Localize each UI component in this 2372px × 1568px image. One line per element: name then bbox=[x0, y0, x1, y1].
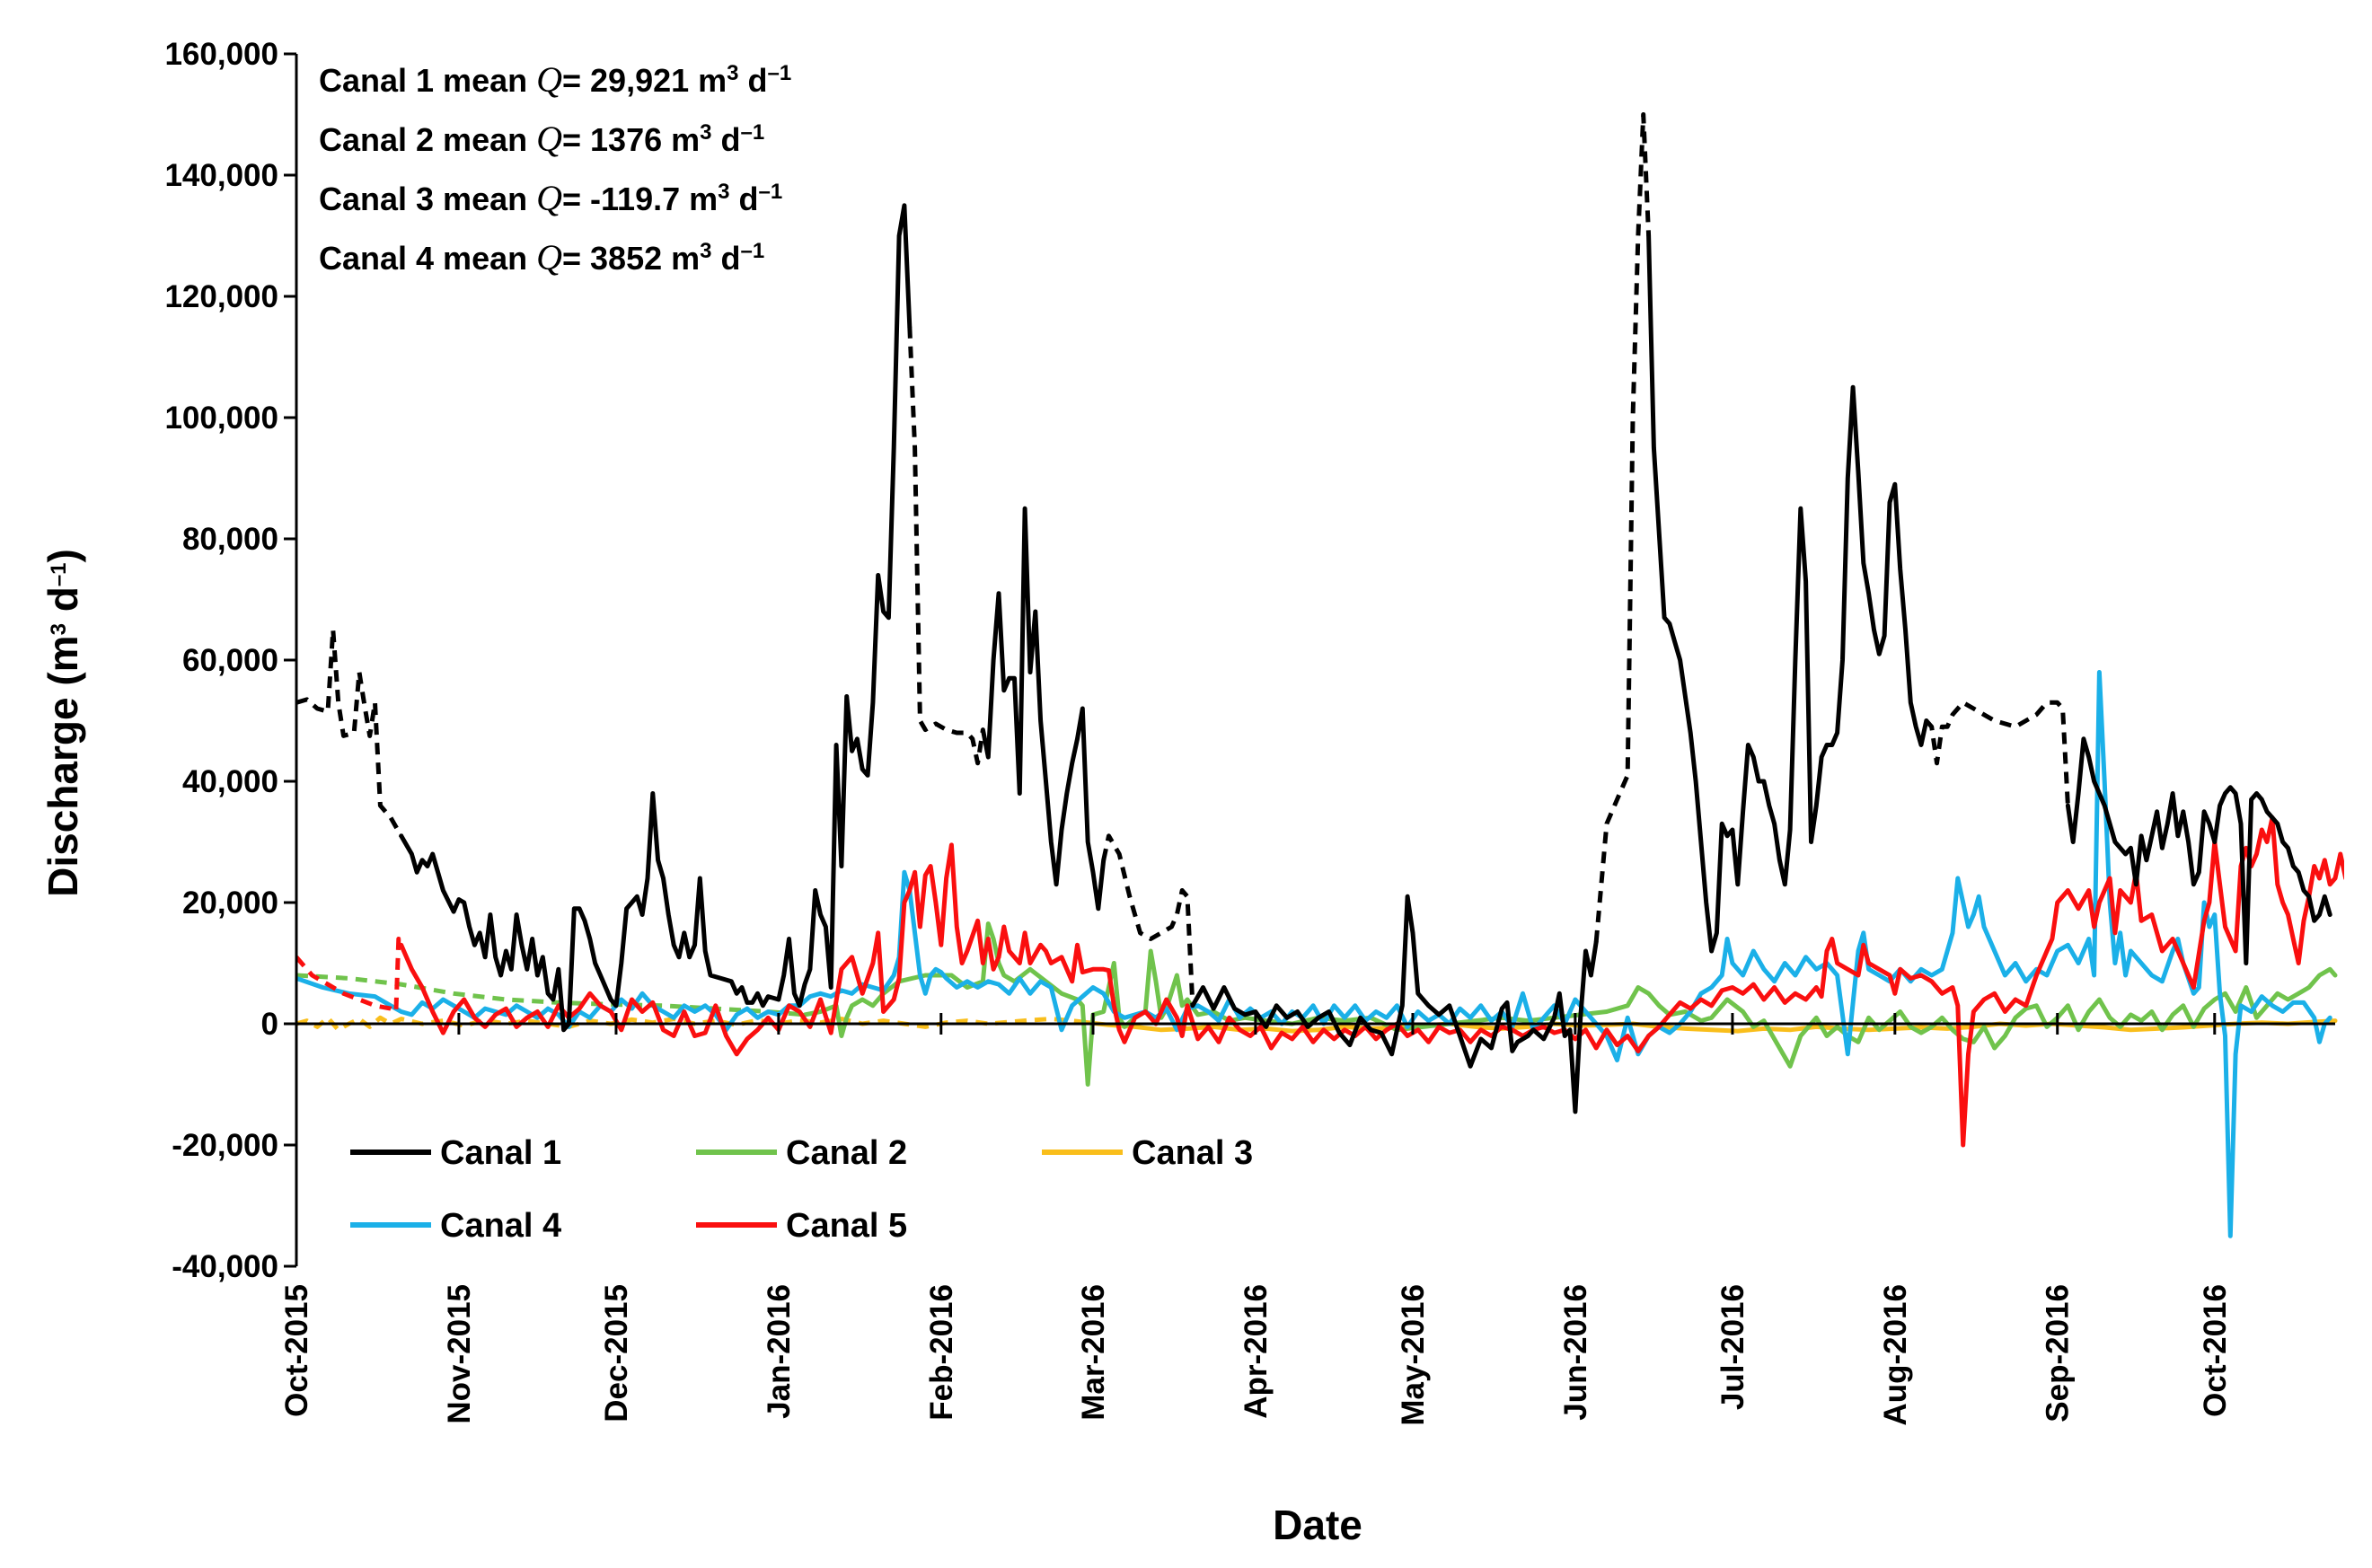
y-tick-label: 0 bbox=[261, 1007, 278, 1042]
y-tick-label: 140,000 bbox=[164, 158, 278, 193]
legend-item: Canal 5 bbox=[696, 1207, 907, 1245]
annotation-part: Q bbox=[536, 119, 562, 159]
series-line-solid bbox=[296, 670, 2332, 1238]
y-axis-ticks: -40,000 -20,000 0 20,000 40,000 60,000 80,000 1… bbox=[164, 37, 296, 1284]
y-tick-label: 80,000 bbox=[182, 522, 278, 557]
y-tick-label: 40,000 bbox=[182, 764, 278, 799]
y-axis-title-mid: d bbox=[40, 586, 86, 623]
legend: Canal 1 Canal 2 Canal 3 Canal 4 Canal 5 bbox=[350, 1134, 1253, 1245]
legend-item: Canal 1 bbox=[350, 1134, 561, 1172]
y-axis-title-sup2: –1 bbox=[47, 562, 71, 586]
series-line-solid bbox=[399, 815, 2344, 1148]
y-tick-label: 120,000 bbox=[164, 279, 278, 314]
series-line-dashed bbox=[296, 973, 806, 1017]
x-tick-label: Jul-2016 bbox=[1715, 1284, 1750, 1410]
series-line-dashed bbox=[1924, 700, 2070, 806]
legend-label: Canal 2 bbox=[786, 1134, 907, 1172]
annotation-part: 3 bbox=[700, 120, 711, 145]
series-line-dashed bbox=[1101, 833, 1195, 1006]
mean-annotation: Canal 3 mean Q= -119.7 m3 d–1 bbox=[319, 178, 782, 218]
mean-annotation: Canal 4 mean Q= 3852 m3 d–1 bbox=[319, 237, 764, 277]
y-tick-label: 60,000 bbox=[182, 643, 278, 678]
y-tick-label: 20,000 bbox=[182, 885, 278, 921]
legend-item: Canal 4 bbox=[350, 1207, 561, 1245]
series-line-dashed bbox=[907, 326, 985, 766]
x-tick-label: Aug-2016 bbox=[1878, 1284, 1913, 1426]
y-axis-title-sup1: 3 bbox=[47, 623, 71, 635]
legend-label: Canal 1 bbox=[440, 1134, 561, 1172]
x-tick-label: Nov-2015 bbox=[442, 1284, 477, 1424]
x-tick-label: Apr-2016 bbox=[1239, 1284, 1274, 1419]
x-axis-ticks: Oct-2015 Nov-2015 Dec-2015 Jan-2016 Feb-2016… bbox=[279, 1013, 2233, 1426]
annotation-part: Q bbox=[536, 178, 562, 218]
x-tick-label: Jun-2016 bbox=[1558, 1284, 1593, 1421]
series-line-solid bbox=[1646, 233, 1929, 954]
mean-annotation: Canal 1 mean Q= 29,921 m3 d–1 bbox=[319, 59, 791, 100]
legend-item: Canal 2 bbox=[696, 1134, 907, 1172]
legend-label: Canal 5 bbox=[786, 1207, 907, 1245]
x-tick-label: Dec-2015 bbox=[599, 1284, 634, 1423]
y-tick-label: 100,000 bbox=[164, 401, 278, 436]
series-layer bbox=[296, 112, 2344, 1238]
series-canal-1 bbox=[296, 112, 2332, 1114]
x-tick-label: Sep-2016 bbox=[2041, 1284, 2076, 1423]
y-axis-title-prefix: Discharge (m bbox=[40, 635, 86, 896]
mean-annotation: Canal 2 mean Q= 1376 m3 d–1 bbox=[319, 119, 764, 159]
annotation-part: Canal 4 mean bbox=[319, 240, 536, 277]
x-axis-title: Date bbox=[1273, 1502, 1362, 1548]
annotation-part: Q bbox=[536, 59, 562, 100]
legend-label: Canal 3 bbox=[1132, 1134, 1253, 1172]
y-axis-title: Discharge (m3 d–1) bbox=[40, 549, 86, 897]
x-tick-label: Oct-2016 bbox=[2198, 1284, 2233, 1417]
annotation-part: = 3852 m bbox=[562, 240, 700, 277]
y-tick-label: -20,000 bbox=[172, 1128, 278, 1163]
annotation-part: d bbox=[711, 240, 740, 277]
series-line-solid bbox=[399, 203, 913, 1033]
annotation-part: 3 bbox=[727, 61, 738, 85]
legend-item: Canal 3 bbox=[1042, 1134, 1253, 1172]
series-line-dashed bbox=[1593, 112, 1652, 943]
annotation-part: 3 bbox=[700, 239, 711, 263]
annotation-part: Canal 1 mean bbox=[319, 62, 536, 99]
annotation-part: Canal 2 mean bbox=[319, 121, 536, 158]
annotation-part: 3 bbox=[718, 180, 729, 204]
series-line-solid bbox=[980, 506, 1107, 912]
annotation-part: Q bbox=[536, 237, 562, 277]
x-tick-label: Feb-2016 bbox=[924, 1284, 959, 1421]
annotation-part: d bbox=[711, 121, 740, 158]
x-tick-label: Mar-2016 bbox=[1076, 1284, 1111, 1421]
annotation-part: –1 bbox=[740, 120, 764, 145]
series-canal-4 bbox=[296, 670, 2332, 1238]
annotation-part: = -119.7 m bbox=[562, 181, 718, 217]
series-canal-5 bbox=[296, 815, 2344, 1148]
legend-label: Canal 4 bbox=[440, 1207, 561, 1245]
annotation-part: d bbox=[730, 181, 759, 217]
annotation-part: d bbox=[739, 62, 768, 99]
series-line-solid bbox=[1080, 1018, 2338, 1034]
annotation-part: –1 bbox=[740, 239, 764, 263]
y-axis-title-suffix: ) bbox=[40, 549, 86, 562]
annotation-part: –1 bbox=[759, 180, 783, 204]
series-line-solid bbox=[1190, 894, 1599, 1114]
y-tick-label: 160,000 bbox=[164, 37, 278, 72]
series-line-dashed bbox=[296, 937, 403, 1014]
series-line-solid bbox=[2065, 736, 2332, 965]
series-line-dashed bbox=[296, 627, 403, 838]
annotation-part: Canal 3 mean bbox=[319, 181, 536, 217]
x-tick-label: Jan-2016 bbox=[762, 1284, 797, 1419]
annotation-part: = 29,921 m bbox=[562, 62, 727, 99]
y-tick-label: -40,000 bbox=[172, 1249, 278, 1284]
x-tick-label: Oct-2015 bbox=[279, 1284, 314, 1417]
annotation-part: = 1376 m bbox=[562, 121, 700, 158]
annotation-part: –1 bbox=[768, 61, 792, 85]
x-tick-label: May-2016 bbox=[1396, 1284, 1431, 1426]
